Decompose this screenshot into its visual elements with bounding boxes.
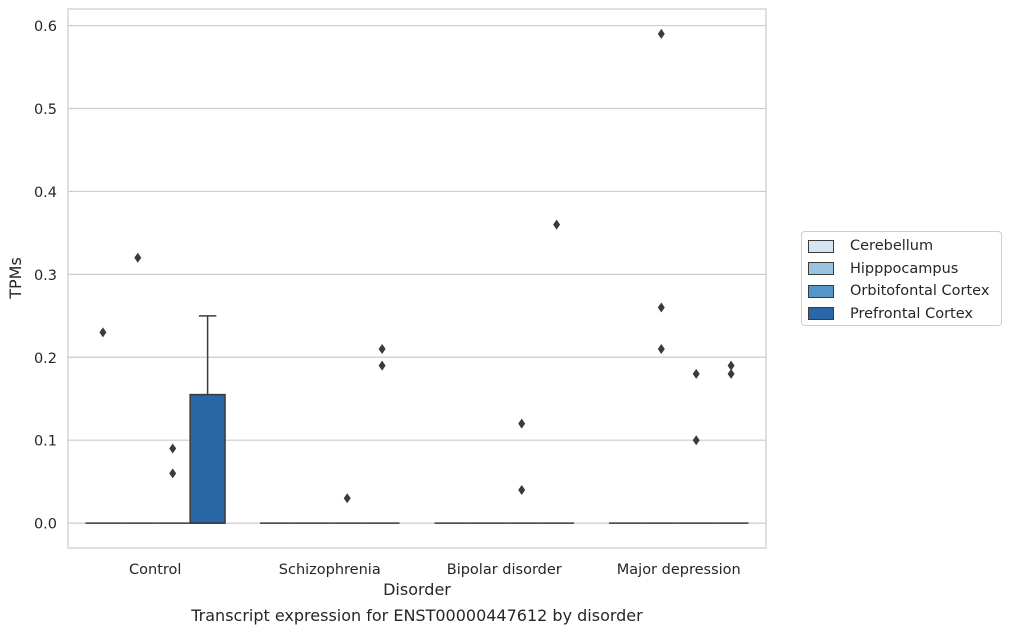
- outlier-point: [378, 343, 386, 354]
- y-tick-label: 0.5: [34, 102, 57, 118]
- legend-swatch: [808, 307, 834, 321]
- legend-swatch: [808, 262, 834, 276]
- chart-caption: Transcript expression for ENST0000044761…: [191, 606, 643, 625]
- x-axis-label: Disorder: [383, 580, 451, 599]
- x-tick-label: Schizophrenia: [279, 562, 381, 578]
- legend-item-hippocampus: Hipppocampus: [808, 258, 993, 281]
- outlier-point: [657, 28, 665, 39]
- x-tick-label: Bipolar disorder: [447, 562, 562, 578]
- outlier-point: [727, 368, 735, 379]
- outliers: [99, 28, 735, 504]
- x-tick-label: Control: [129, 562, 181, 578]
- y-tick-label: 0.4: [34, 185, 57, 201]
- outlier-point: [99, 327, 107, 338]
- outlier-point: [553, 219, 561, 230]
- plot-frame: [67, 8, 767, 549]
- legend-label: Orbitofontal Cortex: [850, 283, 990, 300]
- legend-swatch: [808, 284, 834, 298]
- legend-item-prefrontal: Prefrontal Cortex: [808, 303, 993, 326]
- x-axis-ticks: Control Schizophrenia Bipolar disorder Majo…: [129, 562, 741, 578]
- gridlines: [68, 24, 766, 524]
- legend-label: Cerebellum: [850, 238, 934, 255]
- outlier-point: [169, 443, 177, 454]
- outlier-point: [518, 484, 526, 495]
- legend-item-orbitofrontal: Orbitofontal Cortex: [808, 280, 993, 303]
- outlier-point: [343, 493, 351, 504]
- outlier-point: [692, 368, 700, 379]
- x-tick-label: Major depression: [617, 562, 741, 578]
- legend-swatch: [808, 239, 834, 253]
- outlier-point: [378, 360, 386, 371]
- outlier-point: [657, 302, 665, 313]
- legend: Cerebellum Hipppocampus Orbitofontal Cor…: [801, 231, 1002, 326]
- y-axis-label: TPMs: [6, 257, 25, 300]
- outlier-point: [518, 418, 526, 429]
- outlier-point: [692, 435, 700, 446]
- outlier-point: [727, 360, 735, 371]
- outlier-point: [134, 252, 142, 263]
- box-body: [189, 393, 226, 524]
- legend-label: Hipppocampus: [850, 260, 959, 277]
- y-tick-label: 0.1: [34, 434, 57, 450]
- outlier-point: [657, 343, 665, 354]
- y-axis-ticks: 0.0 0.1 0.2 0.3 0.4 0.5 0.6: [34, 19, 57, 533]
- y-tick-label: 0.0: [34, 517, 57, 533]
- y-tick-label: 0.6: [34, 19, 57, 35]
- legend-label: Prefrontal Cortex: [850, 305, 973, 322]
- y-tick-label: 0.3: [34, 268, 57, 284]
- outlier-point: [169, 468, 177, 479]
- y-tick-label: 0.2: [34, 351, 57, 367]
- legend-item-cerebellum: Cerebellum: [808, 235, 993, 258]
- box-3-0: [189, 315, 226, 524]
- boxes: [85, 315, 749, 524]
